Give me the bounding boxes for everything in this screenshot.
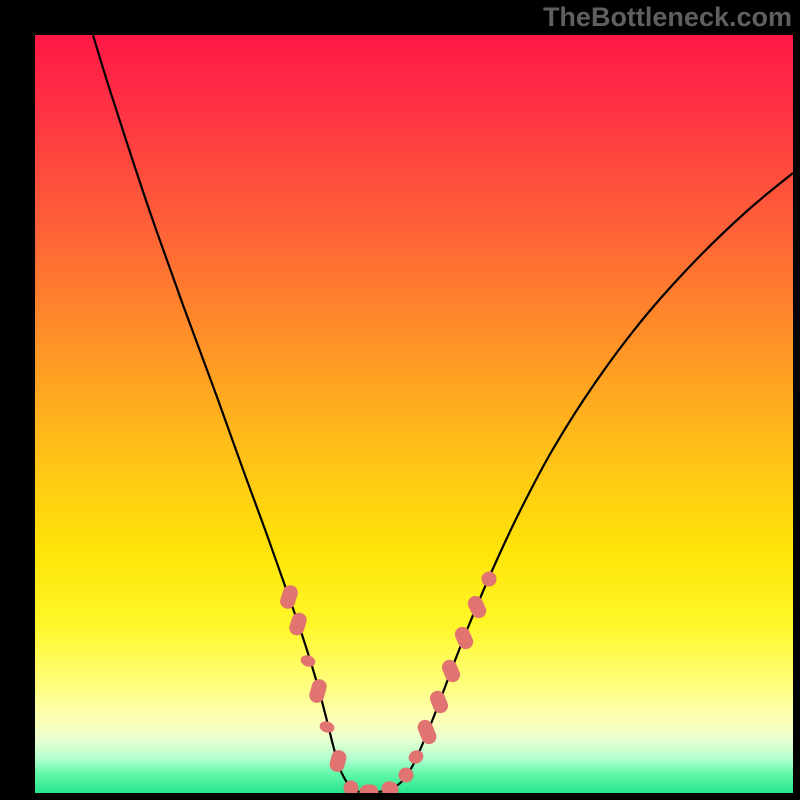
chart-frame: TheBottleneck.com [0, 0, 800, 800]
curve-marker [360, 785, 378, 793]
watermark-text: TheBottleneck.com [543, 2, 792, 33]
plot-area [35, 35, 793, 793]
chart-svg [35, 35, 793, 793]
gradient-background [35, 35, 793, 793]
